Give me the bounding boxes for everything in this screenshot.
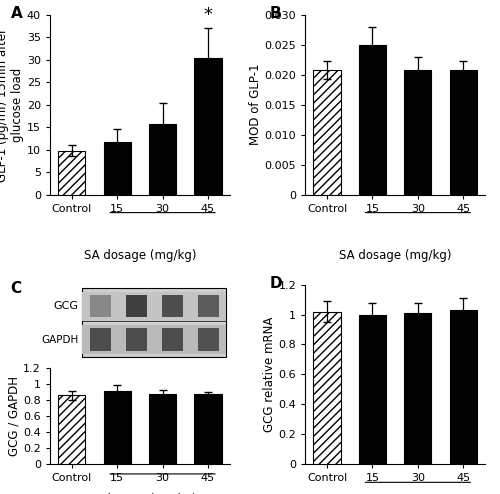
- Y-axis label: GLP-1 (pg/ml) 15min after
glucose load: GLP-1 (pg/ml) 15min after glucose load: [0, 28, 24, 182]
- Bar: [450, 310, 477, 464]
- Bar: [90, 329, 111, 351]
- Text: SA dosage (mg/kg): SA dosage (mg/kg): [84, 493, 196, 494]
- Text: GCG: GCG: [54, 301, 79, 311]
- Bar: [404, 313, 431, 464]
- Bar: [149, 124, 176, 195]
- Y-axis label: MOD of GLP-1: MOD of GLP-1: [248, 64, 262, 145]
- Bar: [359, 45, 386, 195]
- Bar: [198, 329, 218, 351]
- Bar: [126, 329, 146, 351]
- Text: A: A: [10, 6, 22, 21]
- Y-axis label: GCG relative mRNA: GCG relative mRNA: [262, 317, 276, 432]
- Bar: [90, 295, 111, 317]
- Text: B: B: [270, 6, 281, 21]
- Bar: [404, 70, 431, 195]
- Bar: [194, 57, 222, 195]
- Bar: [314, 70, 340, 195]
- Bar: [82, 288, 226, 357]
- Bar: [149, 394, 176, 464]
- Bar: [58, 395, 86, 464]
- Bar: [82, 292, 226, 321]
- Text: SA dosage (mg/kg): SA dosage (mg/kg): [339, 248, 452, 262]
- Text: *: *: [204, 6, 212, 24]
- Bar: [314, 312, 340, 464]
- Bar: [104, 391, 131, 464]
- Bar: [104, 142, 131, 195]
- Bar: [194, 394, 222, 464]
- Bar: [359, 315, 386, 464]
- Bar: [126, 295, 146, 317]
- Bar: [162, 329, 182, 351]
- Text: GAPDH: GAPDH: [42, 334, 79, 344]
- Bar: [82, 325, 226, 354]
- Y-axis label: GCG / GAPDH: GCG / GAPDH: [8, 376, 20, 456]
- Text: C: C: [10, 281, 22, 296]
- Bar: [450, 70, 477, 195]
- Text: SA dosage (mg/kg): SA dosage (mg/kg): [84, 248, 196, 262]
- Bar: [58, 151, 86, 195]
- Bar: [198, 295, 218, 317]
- Text: D: D: [270, 276, 282, 290]
- Bar: [162, 295, 182, 317]
